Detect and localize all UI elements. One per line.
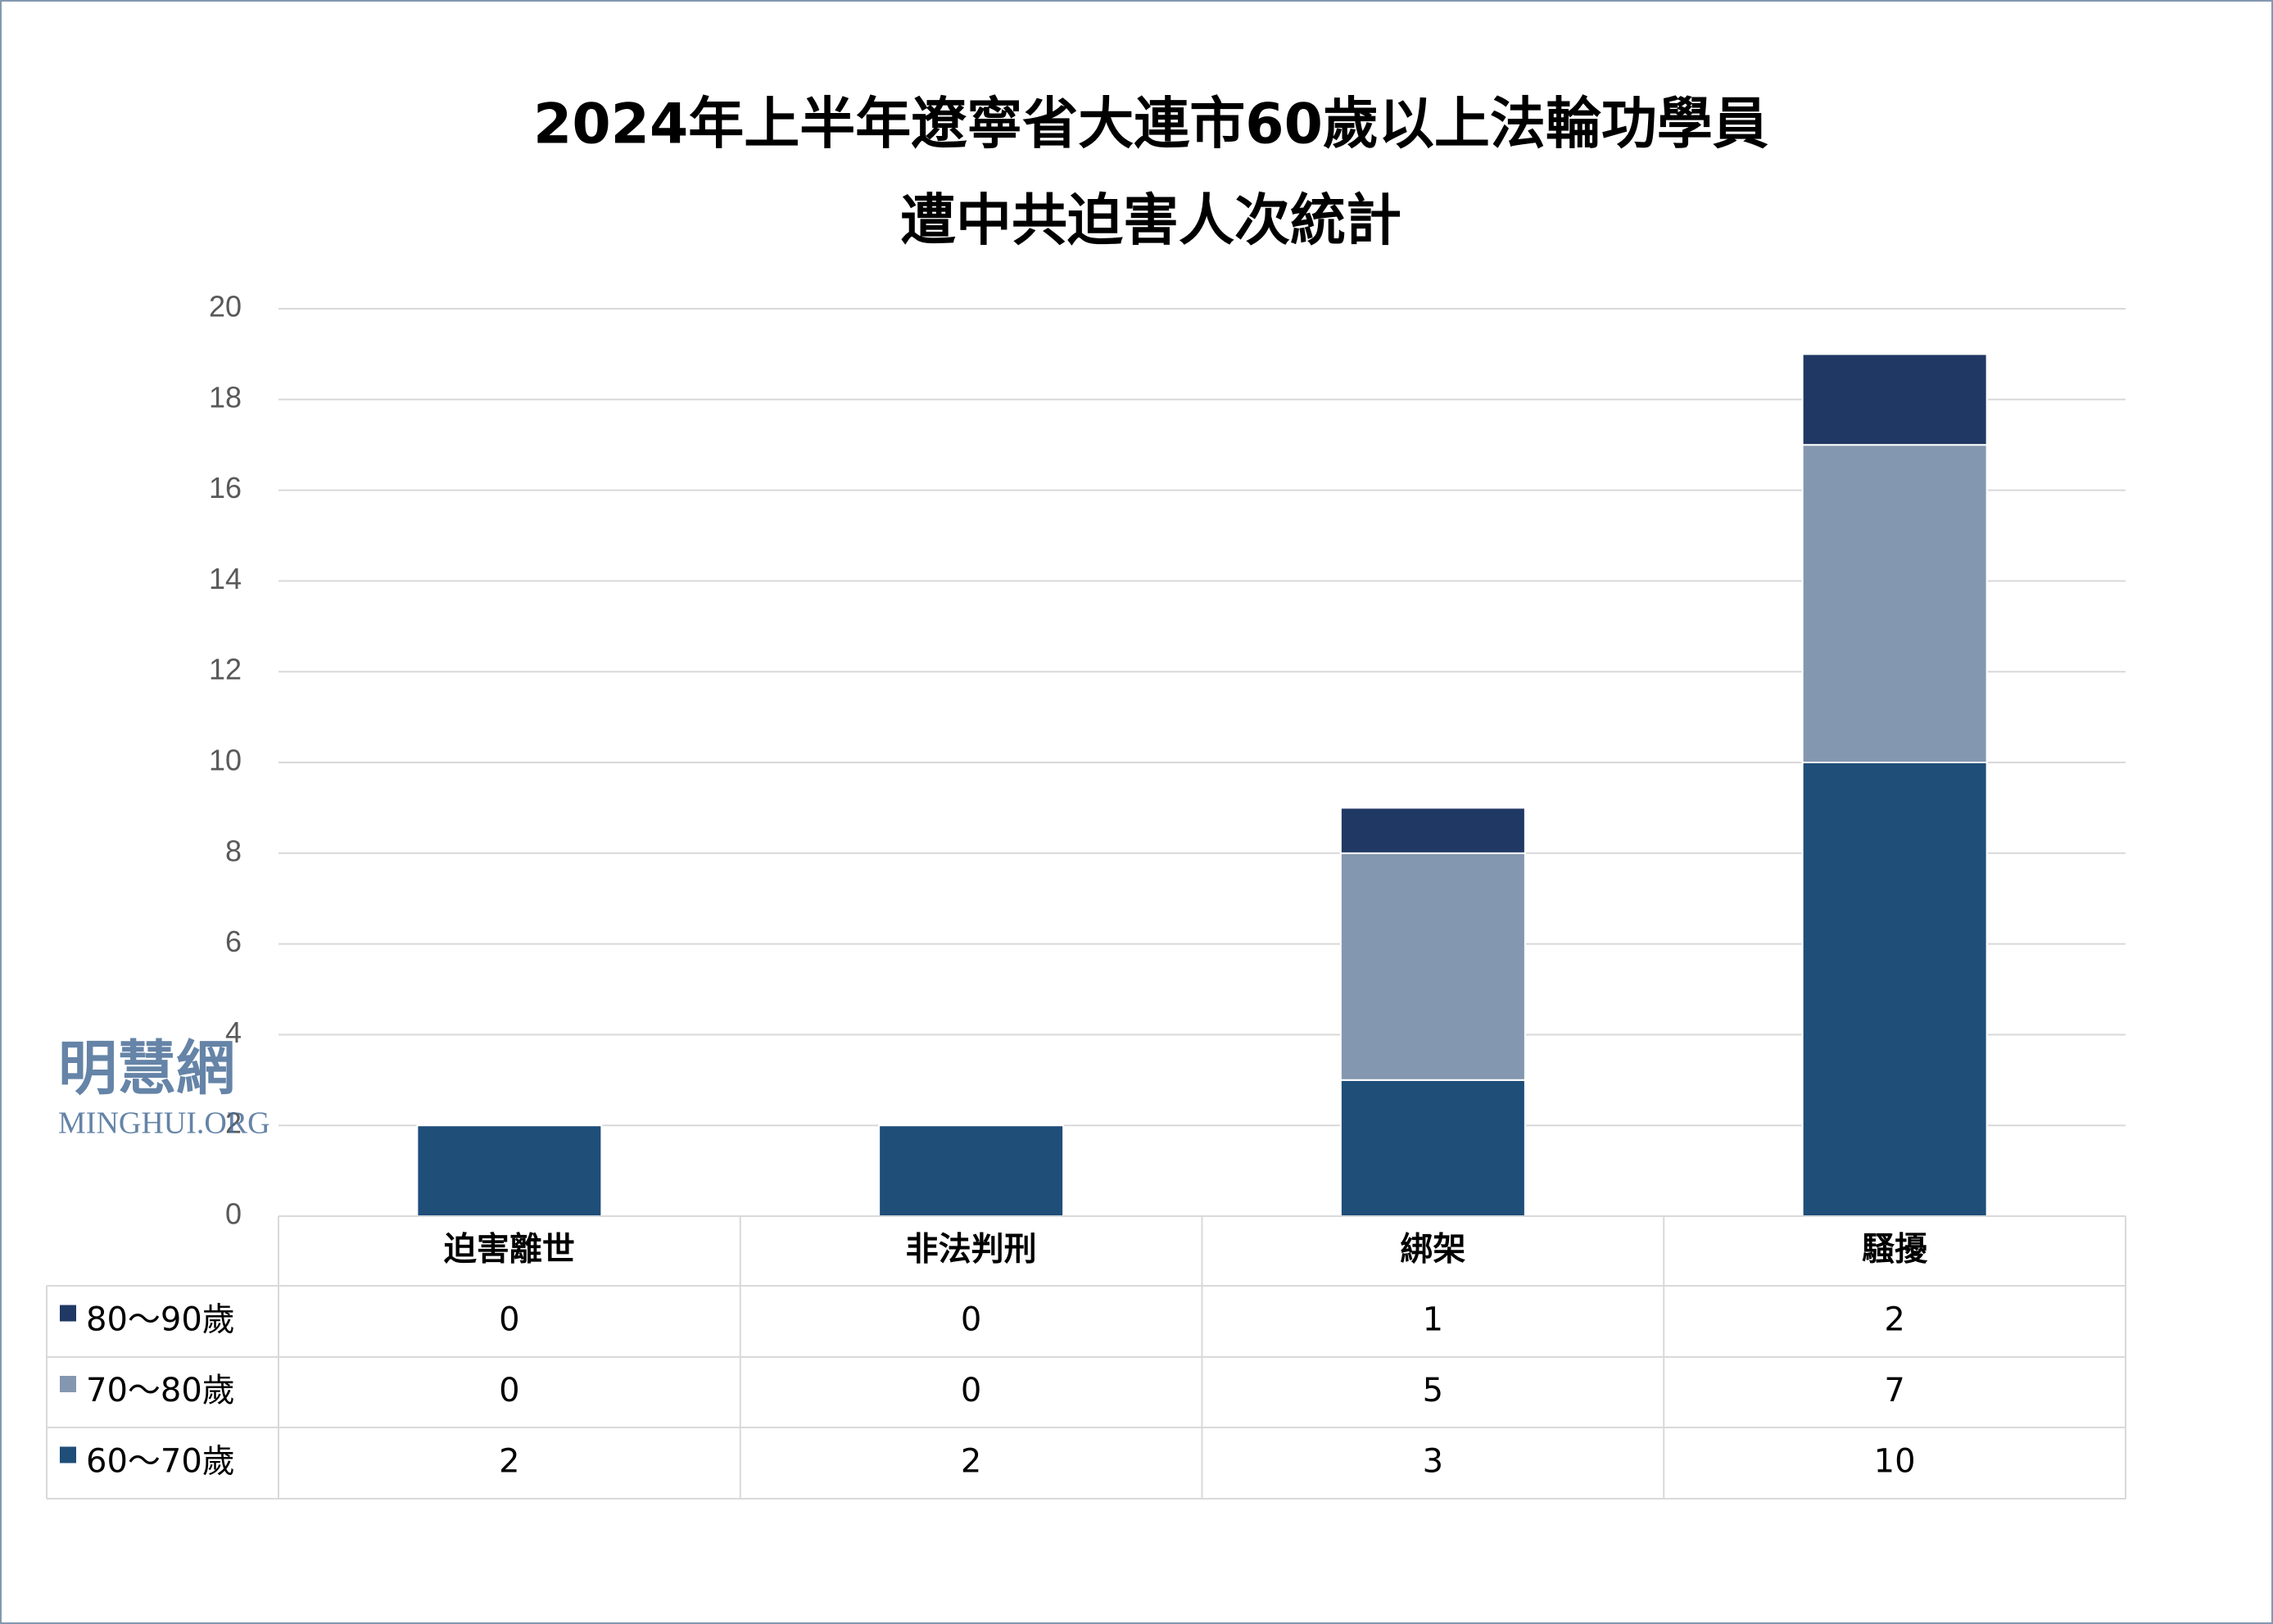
- y-tick-label: 16: [209, 471, 242, 504]
- y-tick-label: 2: [225, 1106, 242, 1140]
- bar-segment: [1801, 762, 1988, 1217]
- y-tick-label: 10: [209, 744, 242, 777]
- chart-title-line-2: 遭中共迫害人次統計: [900, 189, 1401, 254]
- legend-swatch: [60, 1305, 76, 1322]
- bar-segment: [1801, 444, 1988, 763]
- y-tick-label: 8: [225, 834, 242, 867]
- table-value: 7: [1884, 1372, 1904, 1409]
- watermark-site: MINGHUI.ORG: [58, 1106, 270, 1141]
- bar-segment: [1339, 1079, 1526, 1218]
- y-tick-label: 12: [209, 653, 242, 686]
- table-value: 0: [961, 1372, 981, 1409]
- x-tick-label: 迫害離世: [444, 1231, 575, 1269]
- table-value: 0: [961, 1301, 981, 1339]
- table-value: 1: [1423, 1301, 1443, 1339]
- x-tick-label: 綁架: [1400, 1231, 1465, 1269]
- bar-segment: [416, 1124, 603, 1217]
- table-value: 5: [1423, 1372, 1443, 1409]
- y-tick-label: 18: [209, 380, 242, 414]
- table-value: 3: [1423, 1443, 1443, 1481]
- table-value: 10: [1874, 1443, 1916, 1481]
- chart-title-line-1: 2024年上半年遼寧省大連市60歲以上法輪功學員: [533, 93, 1768, 157]
- legend-label: 60～70歲: [86, 1443, 235, 1481]
- y-tick-label: 6: [225, 925, 242, 958]
- watermark-name: 明慧網: [58, 1034, 235, 1103]
- legend-swatch: [60, 1376, 76, 1392]
- table-value: 2: [961, 1443, 981, 1481]
- y-tick-label: 0: [225, 1197, 242, 1231]
- x-tick-label: 非法判刑: [906, 1231, 1037, 1269]
- bar-segment: [1339, 852, 1526, 1081]
- y-tick-label: 20: [209, 290, 242, 323]
- table-value: 0: [499, 1372, 519, 1409]
- table-value: 0: [499, 1301, 519, 1339]
- x-tick-label: 騷擾: [1862, 1231, 1928, 1269]
- bar-segment: [1339, 807, 1526, 854]
- bar-segment: [878, 1124, 1065, 1217]
- legend-label: 70～80歲: [86, 1372, 235, 1409]
- legend-label: 80～90歲: [86, 1301, 235, 1339]
- y-tick-label: 14: [209, 562, 242, 595]
- table-value: 2: [499, 1443, 519, 1481]
- table-value: 2: [1884, 1301, 1904, 1339]
- legend-swatch: [60, 1446, 76, 1463]
- y-tick-label: 4: [225, 1016, 242, 1049]
- bar-segment: [1801, 353, 1988, 446]
